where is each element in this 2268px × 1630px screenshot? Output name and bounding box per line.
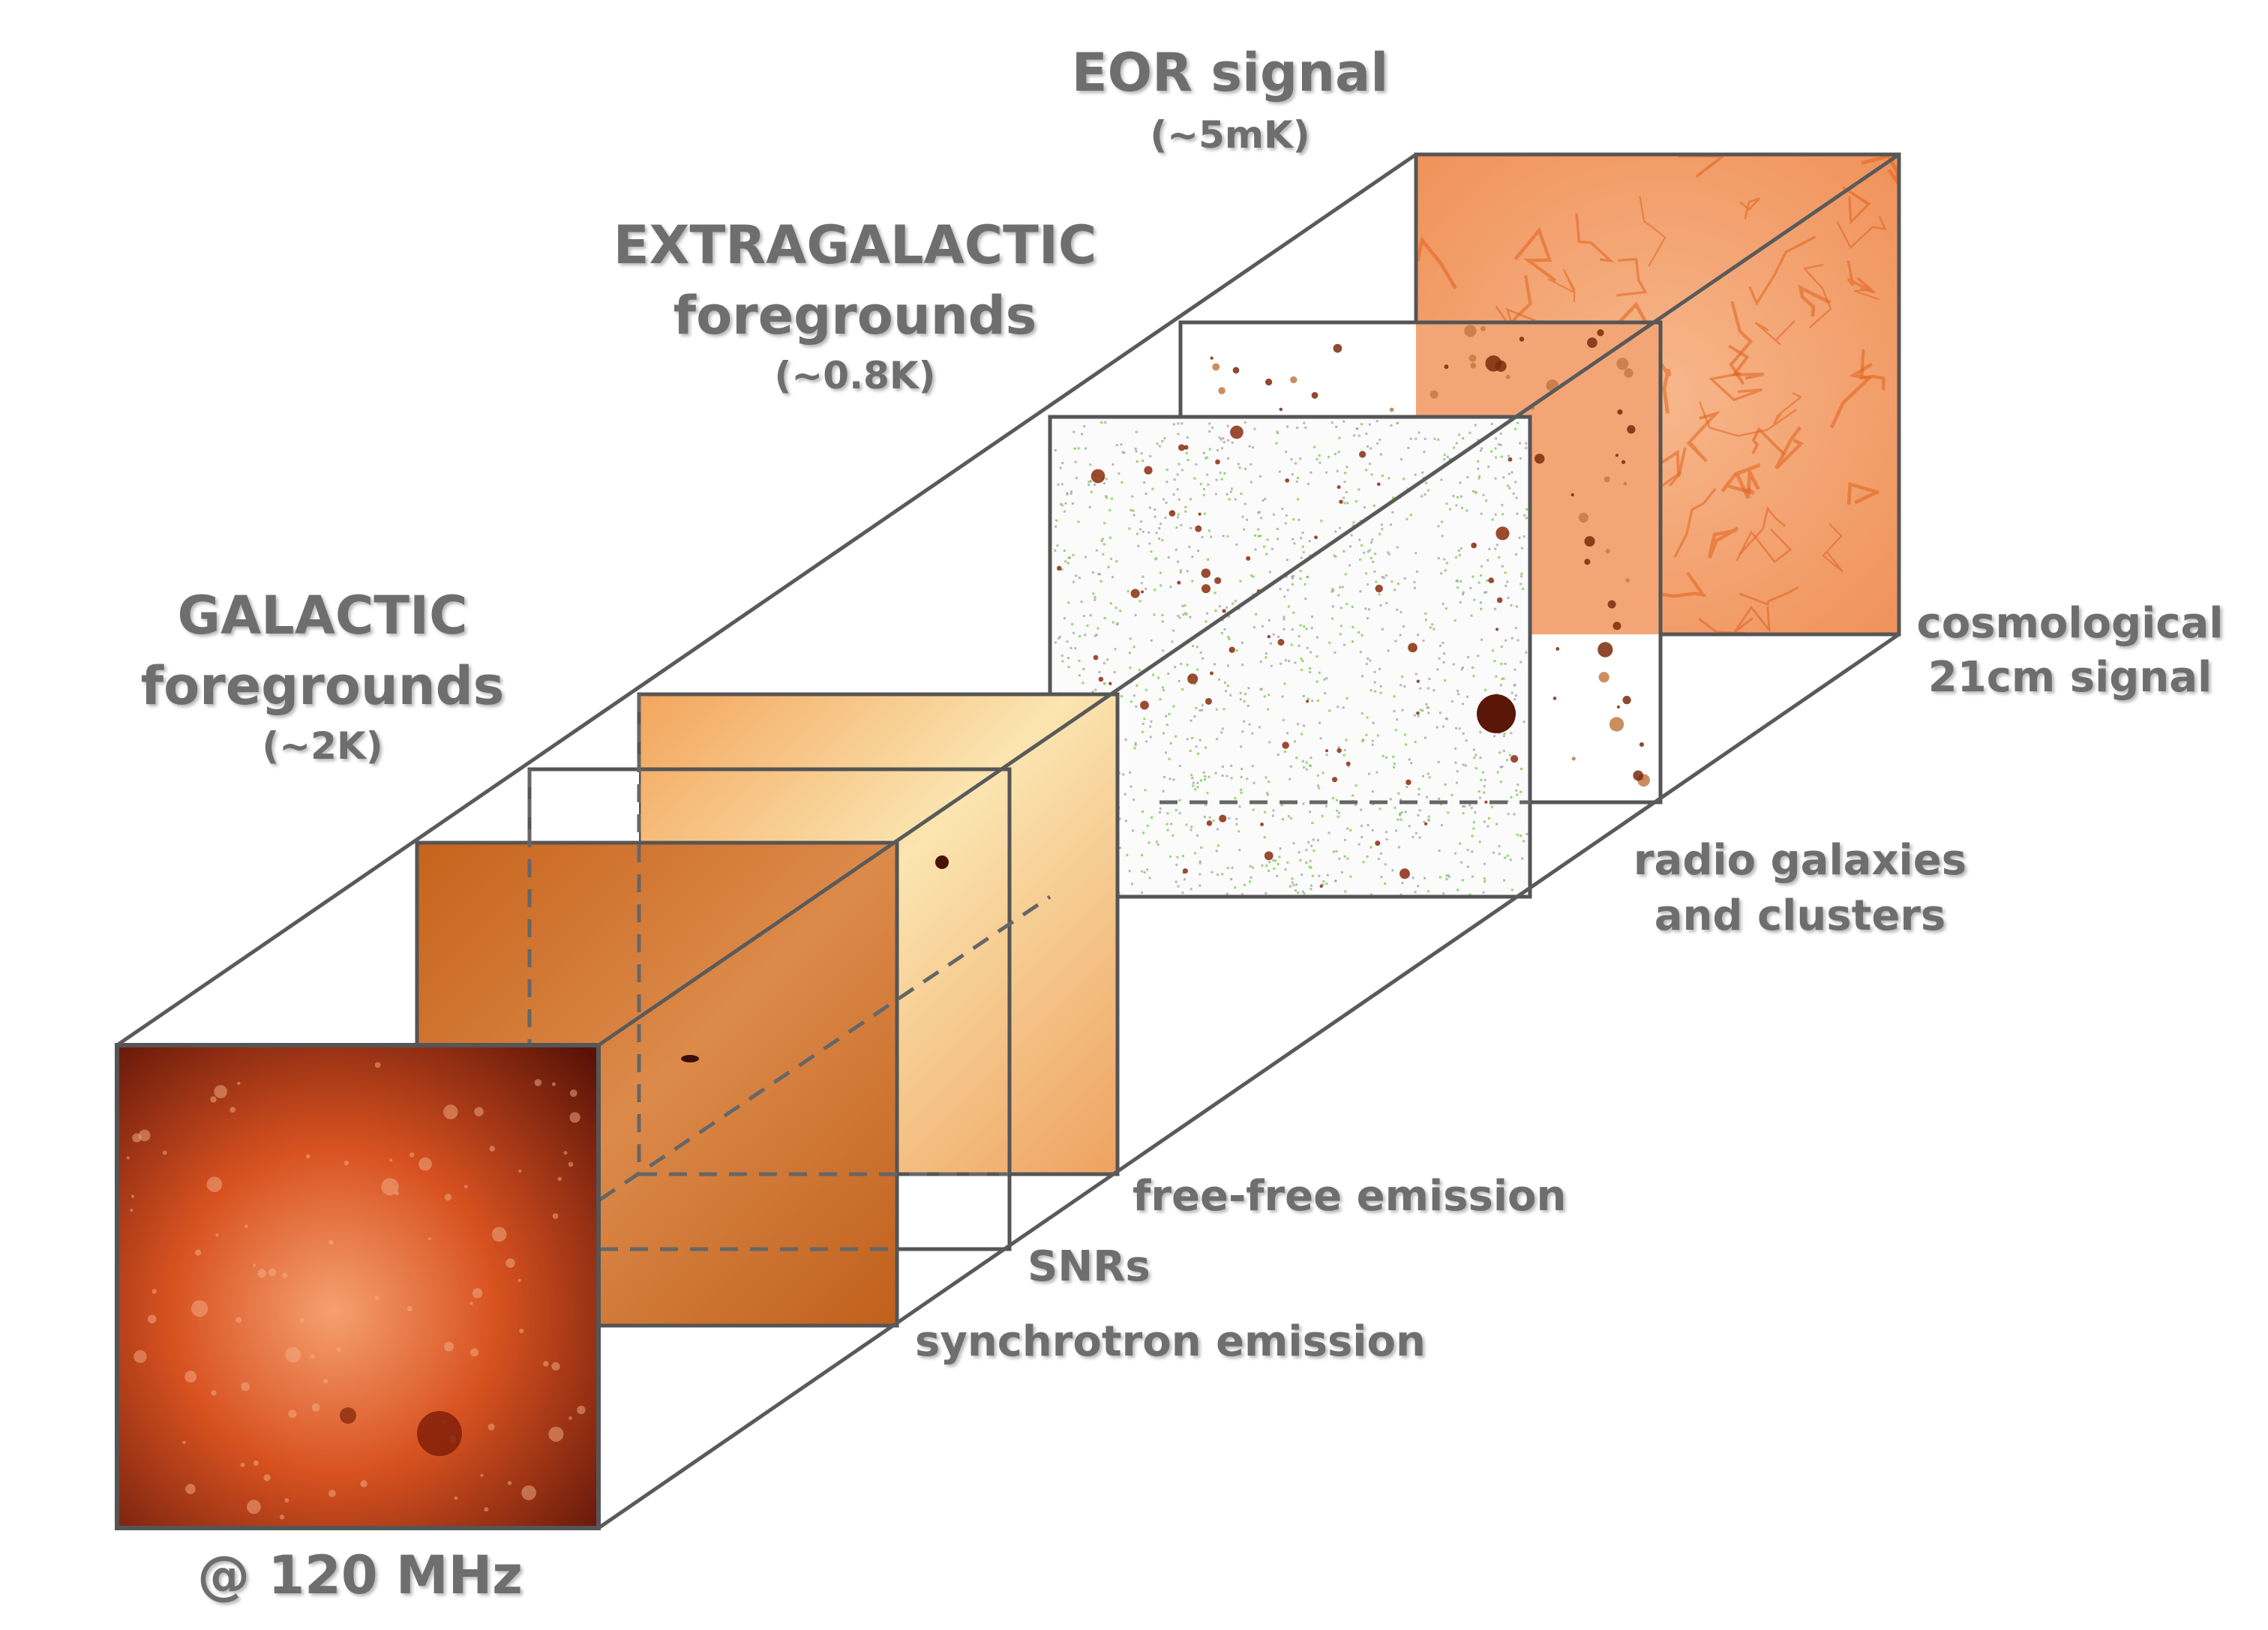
radio-galaxies-label-line1: radio galaxies xyxy=(1633,836,1967,885)
eor-title: EOR signal xyxy=(1071,42,1389,103)
total-sky-map xyxy=(117,1045,598,1528)
free-free-label: free-free emission xyxy=(1132,1172,1567,1221)
frequency-label: @ 120 MHz xyxy=(197,1545,523,1606)
cube-edges xyxy=(116,152,1900,1530)
synchrotron-label: synchrotron emission xyxy=(915,1317,1426,1366)
radio-galaxies-label-line2: and clusters xyxy=(1654,891,1946,940)
galactic-amplitude: (~2K) xyxy=(262,724,383,768)
extragalactic-subtitle: foregrounds xyxy=(673,285,1037,346)
galactic-subtitle: foregrounds xyxy=(140,655,505,717)
galactic-title: GALACTIC xyxy=(177,585,468,646)
extragalactic-amplitude: (~0.8K) xyxy=(774,354,936,397)
extragalactic-sources xyxy=(1057,425,1519,891)
galactic-sources xyxy=(126,1062,586,1520)
point-sources-map xyxy=(1050,417,1530,897)
total-sky-panel xyxy=(115,1043,601,1530)
eor-amplitude: (~5mK) xyxy=(1150,113,1310,157)
extragalactic-title: EXTRAGALACTIC xyxy=(613,214,1097,276)
point-sources-panel xyxy=(1048,415,1532,899)
cosmological-label-line1: cosmological xyxy=(1916,599,2224,648)
point-source-noise xyxy=(1053,420,1528,896)
cosmological-label-line2: 21cm signal xyxy=(1928,653,2212,702)
snr-label: SNRs xyxy=(1028,1242,1150,1291)
snr-panel xyxy=(527,767,1012,1251)
